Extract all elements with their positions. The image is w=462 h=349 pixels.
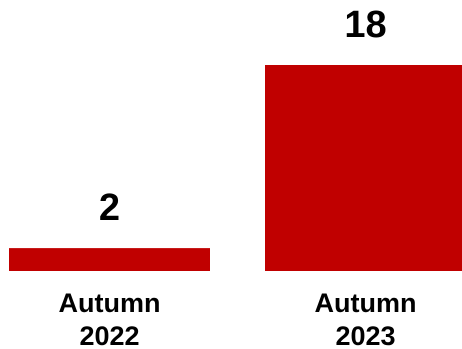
category-label-0-line-0: Autumn [59,288,161,318]
data-label-1: 18 [344,4,386,46]
category-label-1-line-0: Autumn [315,288,417,318]
category-label-0-line-1: 2022 [79,321,139,349]
data-label-0: 2 [99,187,120,229]
bar-1 [265,65,462,271]
bar-0 [9,248,210,271]
category-label-1-line-1: 2023 [335,321,395,349]
